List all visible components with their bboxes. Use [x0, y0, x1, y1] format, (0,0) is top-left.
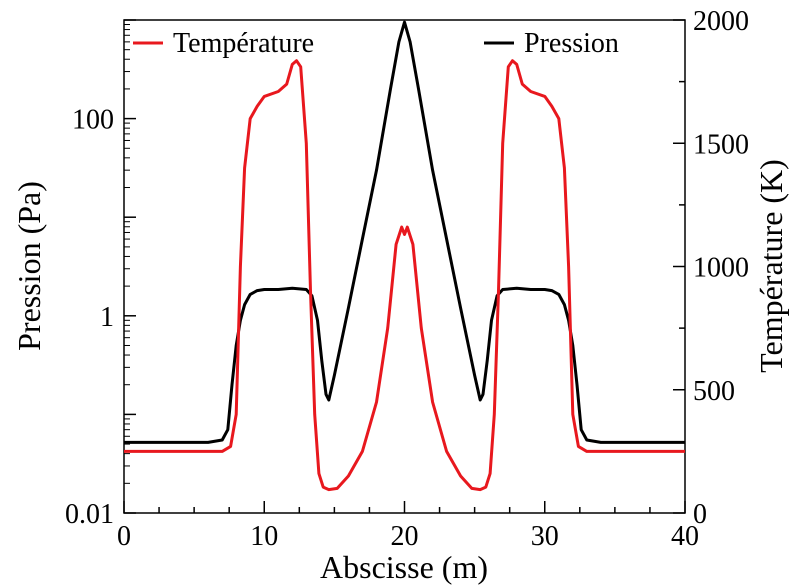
y-left-tick-label: 1: [100, 302, 114, 333]
x-tick-label: 10: [250, 521, 278, 552]
series-line-temperature: [124, 59, 685, 492]
x-tick-label: 0: [117, 521, 131, 552]
series-line-pression: [124, 20, 685, 444]
tick-marks: [123, 19, 686, 514]
series-layer: [124, 20, 685, 492]
y-axis-left-title: Pression (Pa): [11, 181, 47, 351]
y-right-tick-label: 2000: [693, 6, 749, 37]
y-axis-right-title: Température (K): [753, 159, 789, 373]
legend-label-pression: Pression: [524, 28, 619, 59]
y-right-tick-label: 1500: [693, 129, 749, 160]
x-axis-title: Abscisse (m): [320, 549, 488, 585]
y-right-tick-label: 0: [693, 499, 707, 530]
legend: Température Pression: [133, 28, 619, 59]
x-tick-label: 30: [531, 521, 559, 552]
x-tick-label: 40: [671, 521, 699, 552]
x-tick-label: 20: [391, 521, 419, 552]
y-right-tick-label: 500: [693, 376, 735, 407]
legend-label-temperature: Température: [173, 28, 314, 59]
plot-area: [123, 19, 686, 514]
y-left-tick-label: 0.01: [65, 499, 114, 530]
y-left-tick-label: 100: [72, 105, 114, 136]
y-right-tick-label: 1000: [693, 253, 749, 284]
